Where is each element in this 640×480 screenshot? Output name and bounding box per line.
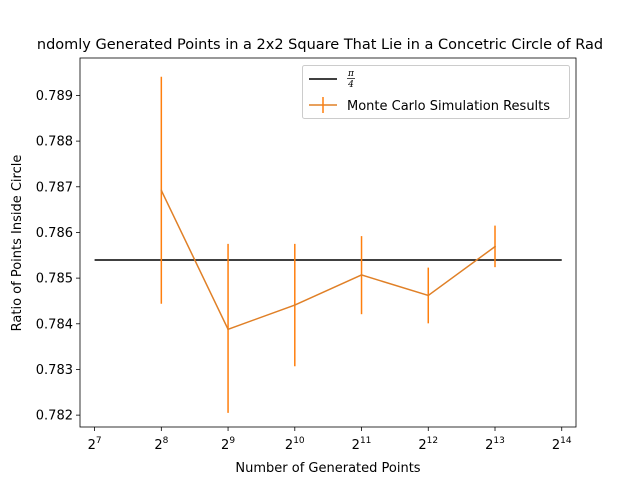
y-tick-label-6: 0.788 <box>36 135 73 150</box>
data-point-3 <box>360 274 363 276</box>
y-axis-ticks: 0.782 0.783 0.784 0.785 0.786 0.787 0.788 0.789 <box>36 89 80 424</box>
legend-reference-denominator: 4 <box>347 80 354 90</box>
y-tick-label-1: 0.783 <box>36 363 73 378</box>
plot-frame <box>79 57 577 428</box>
y-tick-label-2: 0.784 <box>36 317 73 332</box>
data-point-1 <box>227 328 229 331</box>
plot-area <box>94 76 562 413</box>
y-tick-label-5: 0.787 <box>36 180 73 195</box>
data-point-4 <box>427 294 430 297</box>
data-point-5 <box>494 245 496 248</box>
y-tick-label-0: 0.782 <box>36 409 73 424</box>
data-point-0 <box>160 189 163 192</box>
y-tick-label-4: 0.786 <box>36 226 73 241</box>
x-axis-label: Number of Generated Points <box>235 461 420 476</box>
legend-box <box>302 65 570 119</box>
legend-reference-numerator: π <box>347 69 355 79</box>
y-tick-label-3: 0.785 <box>36 272 73 287</box>
y-axis-label: Ratio of Points Inside Circle <box>10 155 25 332</box>
chart-title: ndomly Generated Points in a 2x2 Square … <box>37 37 603 53</box>
data-point-2 <box>293 304 296 306</box>
legend: π 4 Monte Carlo Simulation Results <box>302 65 570 119</box>
legend-series-label: Monte Carlo Simulation Results <box>347 99 550 114</box>
y-tick-label-7: 0.789 <box>36 89 73 104</box>
series-line-0 <box>160 190 496 331</box>
